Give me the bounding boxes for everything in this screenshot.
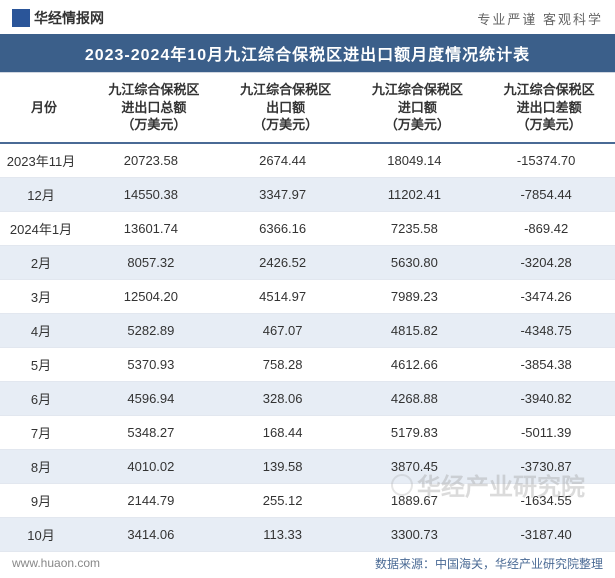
table-row: 2024年1月13601.746366.167235.58-869.42 (0, 211, 615, 245)
table-row: 5月5370.93758.284612.66-3854.38 (0, 347, 615, 381)
cell-total: 14550.38 (88, 177, 220, 211)
table-body: 2023年11月20723.582674.4418049.14-15374.70… (0, 143, 615, 552)
cell-total: 5282.89 (88, 313, 220, 347)
cell-import: 1889.67 (352, 483, 484, 517)
col-total: 九江综合保税区进出口总额（万美元） (88, 73, 220, 143)
cell-import: 3300.73 (352, 517, 484, 551)
cell-total: 8057.32 (88, 245, 220, 279)
cell-import: 5630.80 (352, 245, 484, 279)
col-diff: 九江综合保税区进出口差额（万美元） (483, 73, 615, 143)
cell-total: 4596.94 (88, 381, 220, 415)
table-header: 月份 九江综合保税区进出口总额（万美元） 九江综合保税区出口额（万美元） 九江综… (0, 73, 615, 143)
cell-total: 4010.02 (88, 449, 220, 483)
cell-total: 20723.58 (88, 143, 220, 178)
cell-diff: -3474.26 (483, 279, 615, 313)
cell-export: 758.28 (220, 347, 352, 381)
cell-month: 9月 (0, 483, 88, 517)
table-row: 2023年11月20723.582674.4418049.14-15374.70 (0, 143, 615, 178)
cell-total: 5348.27 (88, 415, 220, 449)
top-right-slogan: 专业严谨 客观科学 (477, 9, 603, 28)
footer-site: www.huaon.com (12, 556, 100, 570)
cell-import: 4268.88 (352, 381, 484, 415)
cell-diff: -3187.40 (483, 517, 615, 551)
cell-import: 4612.66 (352, 347, 484, 381)
cell-import: 11202.41 (352, 177, 484, 211)
cell-month: 2月 (0, 245, 88, 279)
cell-month: 7月 (0, 415, 88, 449)
cell-export: 168.44 (220, 415, 352, 449)
cell-diff: -3854.38 (483, 347, 615, 381)
cell-export: 3347.97 (220, 177, 352, 211)
cell-diff: -3204.28 (483, 245, 615, 279)
table-row: 3月12504.204514.977989.23-3474.26 (0, 279, 615, 313)
cell-diff: -5011.39 (483, 415, 615, 449)
cell-diff: -3730.87 (483, 449, 615, 483)
table-row: 2月8057.322426.525630.80-3204.28 (0, 245, 615, 279)
cell-month: 2024年1月 (0, 211, 88, 245)
cell-total: 13601.74 (88, 211, 220, 245)
footer: www.huaon.com 数据来源：中国海关，华经产业研究院整理 (0, 552, 615, 578)
table-row: 6月4596.94328.064268.88-3940.82 (0, 381, 615, 415)
cell-month: 10月 (0, 517, 88, 551)
col-export: 九江综合保税区出口额（万美元） (220, 73, 352, 143)
cell-export: 255.12 (220, 483, 352, 517)
table-row: 8月4010.02139.583870.45-3730.87 (0, 449, 615, 483)
cell-export: 2426.52 (220, 245, 352, 279)
cell-export: 2674.44 (220, 143, 352, 178)
cell-import: 4815.82 (352, 313, 484, 347)
table-title: 2023-2024年10月九江综合保税区进出口额月度情况统计表 (0, 34, 615, 72)
top-bar: 华经情报网 专业严谨 客观科学 (0, 0, 615, 34)
cell-month: 3月 (0, 279, 88, 313)
col-import: 九江综合保税区进口额（万美元） (352, 73, 484, 143)
table-row: 12月14550.383347.9711202.41-7854.44 (0, 177, 615, 211)
table-row: 4月5282.89467.074815.82-4348.75 (0, 313, 615, 347)
brand: 华经情报网 (12, 8, 104, 28)
table-row: 7月5348.27168.445179.83-5011.39 (0, 415, 615, 449)
cell-month: 2023年11月 (0, 143, 88, 178)
table-area: 月份 九江综合保税区进出口总额（万美元） 九江综合保税区出口额（万美元） 九江综… (0, 72, 615, 552)
cell-month: 12月 (0, 177, 88, 211)
cell-month: 4月 (0, 313, 88, 347)
brand-logo-icon (12, 9, 30, 27)
table-row: 9月2144.79255.121889.67-1634.55 (0, 483, 615, 517)
cell-import: 3870.45 (352, 449, 484, 483)
cell-import: 5179.83 (352, 415, 484, 449)
cell-export: 139.58 (220, 449, 352, 483)
cell-diff: -3940.82 (483, 381, 615, 415)
brand-name: 华经情报网 (34, 8, 104, 28)
data-table: 月份 九江综合保税区进出口总额（万美元） 九江综合保税区出口额（万美元） 九江综… (0, 72, 615, 552)
cell-diff: -869.42 (483, 211, 615, 245)
col-month: 月份 (0, 73, 88, 143)
cell-total: 5370.93 (88, 347, 220, 381)
cell-export: 4514.97 (220, 279, 352, 313)
table-row: 10月3414.06113.333300.73-3187.40 (0, 517, 615, 551)
footer-source: 数据来源：中国海关，华经产业研究院整理 (375, 555, 603, 572)
cell-month: 8月 (0, 449, 88, 483)
cell-diff: -1634.55 (483, 483, 615, 517)
cell-total: 2144.79 (88, 483, 220, 517)
cell-diff: -4348.75 (483, 313, 615, 347)
cell-export: 113.33 (220, 517, 352, 551)
cell-export: 328.06 (220, 381, 352, 415)
cell-export: 467.07 (220, 313, 352, 347)
cell-import: 7235.58 (352, 211, 484, 245)
cell-export: 6366.16 (220, 211, 352, 245)
cell-month: 6月 (0, 381, 88, 415)
cell-month: 5月 (0, 347, 88, 381)
cell-diff: -15374.70 (483, 143, 615, 178)
cell-diff: -7854.44 (483, 177, 615, 211)
cell-total: 3414.06 (88, 517, 220, 551)
cell-import: 18049.14 (352, 143, 484, 178)
cell-import: 7989.23 (352, 279, 484, 313)
cell-total: 12504.20 (88, 279, 220, 313)
